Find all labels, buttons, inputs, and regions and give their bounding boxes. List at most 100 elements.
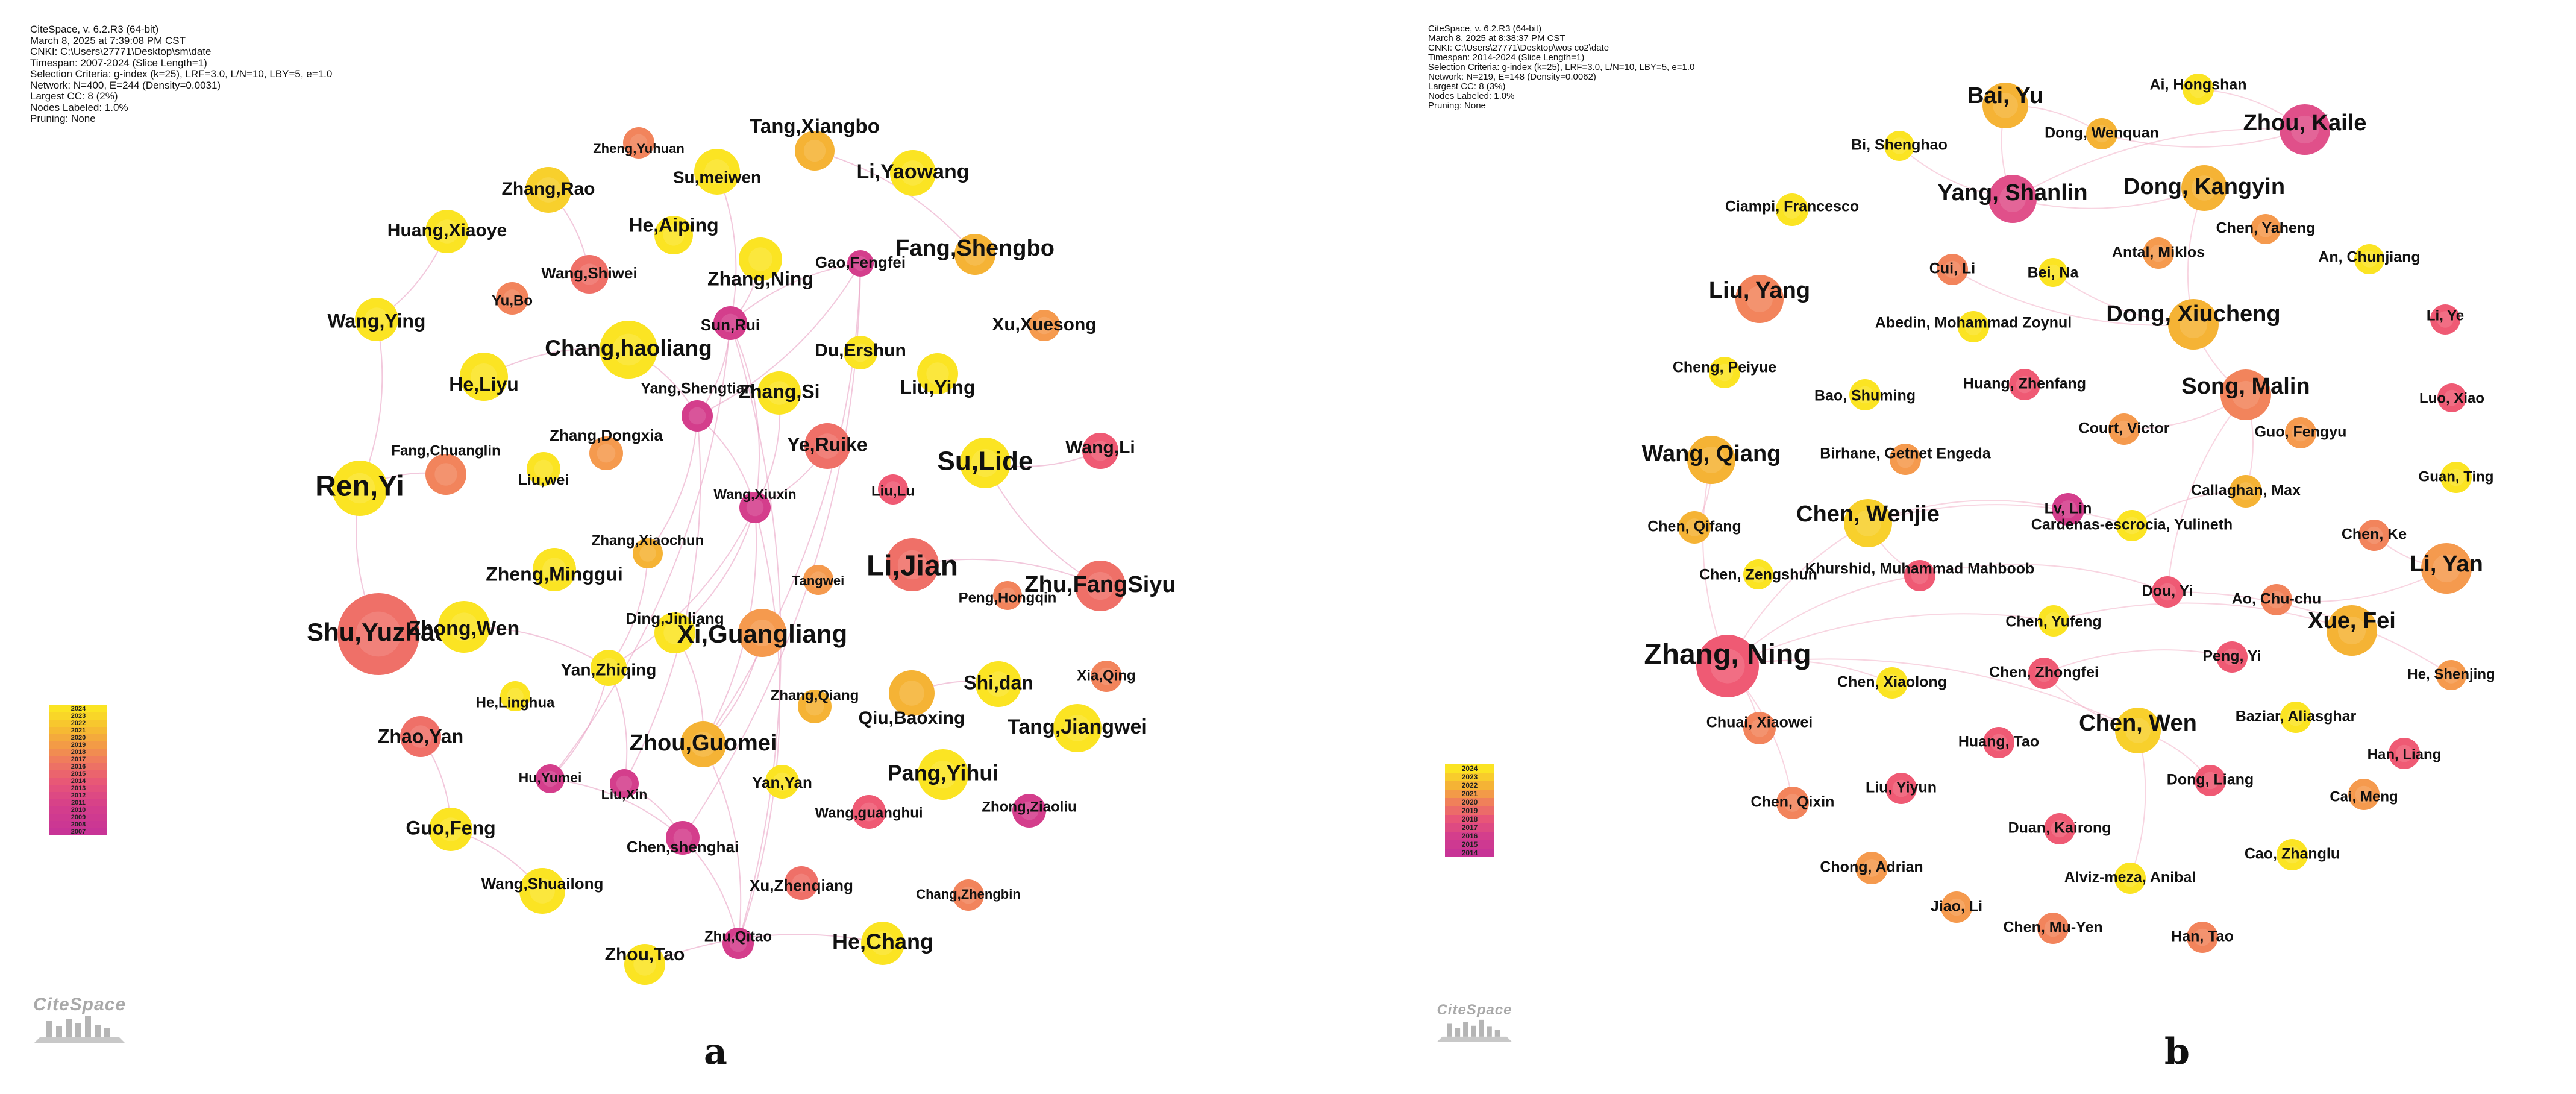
author-node[interactable]: Chen, Zengshun — [1699, 559, 1817, 589]
author-node[interactable]: Luo, Xiao — [2419, 383, 2484, 412]
author-node-circle[interactable] — [623, 127, 654, 159]
author-node-circle[interactable] — [713, 306, 747, 340]
author-node[interactable]: Shu,Yuzhao — [307, 593, 450, 675]
author-node-circle[interactable] — [2421, 543, 2472, 594]
author-node-circle[interactable] — [600, 321, 657, 379]
author-node-circle[interactable] — [722, 928, 754, 959]
author-node-circle[interactable] — [654, 216, 693, 254]
author-node-circle[interactable] — [2037, 913, 2069, 944]
author-node[interactable]: Li,Jian — [867, 538, 958, 591]
author-node[interactable]: Zhang,Qiang — [771, 687, 859, 723]
author-node[interactable]: Li, Yan — [2410, 543, 2483, 594]
author-node[interactable]: Chen, Yaheng — [2216, 214, 2316, 244]
author-node[interactable]: Yang,Shengtian — [641, 380, 754, 432]
author-node[interactable]: Chong, Adrian — [1820, 852, 1923, 884]
author-node[interactable]: Chen,shenghai — [627, 821, 739, 856]
author-node[interactable]: He,Liyu — [449, 353, 519, 401]
author-node[interactable]: Wang,Li — [1065, 433, 1135, 469]
author-node[interactable]: Peng,Hongqin — [959, 581, 1057, 610]
author-node[interactable]: Dong, Liang — [2167, 765, 2254, 796]
author-node[interactable]: Guo,Feng — [406, 808, 496, 851]
author-node[interactable]: Ding,Jinliang — [625, 609, 724, 653]
author-node[interactable]: Su,meiwen — [673, 149, 761, 195]
author-node[interactable]: Liu, Yiyun — [1866, 773, 1937, 804]
author-node[interactable]: Xu,Xuesong — [992, 310, 1097, 341]
author-node-circle[interactable] — [1743, 712, 1776, 744]
author-node[interactable]: Wang, Qiang — [1642, 436, 1781, 484]
author-node-circle[interactable] — [795, 131, 835, 171]
author-node[interactable]: Ao, Chu-chu — [2232, 584, 2322, 615]
author-node-circle[interactable] — [438, 601, 490, 653]
author-node-circle[interactable] — [953, 879, 984, 911]
author-node-circle[interactable] — [2220, 369, 2271, 420]
author-node[interactable]: Chen, Qixin — [1751, 787, 1835, 819]
author-node-circle[interactable] — [2430, 304, 2460, 335]
author-node-circle[interactable] — [1776, 193, 1808, 226]
author-node-circle[interactable] — [425, 210, 469, 253]
author-node[interactable]: Guan, Ting — [2419, 462, 2494, 493]
author-node[interactable]: Huang, Tao — [1958, 727, 2039, 758]
author-node-circle[interactable] — [332, 461, 387, 516]
author-node-circle[interactable] — [460, 353, 508, 401]
author-node-circle[interactable] — [570, 255, 609, 294]
author-node-circle[interactable] — [757, 371, 801, 415]
author-node-circle[interactable] — [886, 538, 939, 591]
author-node-circle[interactable] — [878, 474, 908, 505]
author-node[interactable]: Jiao, Li — [1931, 891, 1982, 923]
author-node-circle[interactable] — [1743, 559, 1773, 589]
author-node[interactable]: Wang,Shuailong — [481, 868, 604, 914]
author-node-circle[interactable] — [400, 716, 441, 757]
author-node[interactable]: Li,Yaowang — [856, 150, 970, 196]
author-node[interactable]: Su,Lide — [938, 438, 1033, 488]
author-node[interactable]: Chen, Xiaolong — [1837, 667, 1947, 699]
author-node[interactable]: He,Chang — [832, 922, 933, 965]
author-node-circle[interactable] — [624, 944, 665, 985]
author-node[interactable]: Song, Malin — [2181, 369, 2310, 420]
author-node-circle[interactable] — [2437, 383, 2466, 412]
author-node-circle[interactable] — [591, 650, 627, 686]
author-node-circle[interactable] — [2348, 779, 2380, 810]
author-node-circle[interactable] — [694, 149, 740, 195]
author-node-circle[interactable] — [1082, 433, 1118, 469]
author-node-circle[interactable] — [917, 353, 958, 394]
author-node[interactable]: Chen, Wen — [2079, 708, 2197, 753]
author-node[interactable]: Wang,guanghui — [815, 795, 923, 829]
author-node-circle[interactable] — [1075, 561, 1126, 611]
author-node[interactable]: Chuai, Xiaowei — [1706, 712, 1813, 744]
author-node[interactable]: Zhang,Dongxia — [550, 426, 663, 470]
author-node[interactable]: Guo, Fengyu — [2255, 417, 2347, 448]
author-node[interactable]: He, Shenjing — [2407, 660, 2495, 690]
author-node[interactable]: Cheng, Peiyue — [1673, 357, 1776, 388]
author-node-circle[interactable] — [2440, 462, 2472, 493]
author-node-circle[interactable] — [337, 593, 419, 675]
author-node-circle[interactable] — [960, 438, 1011, 488]
author-node-circle[interactable] — [2389, 738, 2420, 769]
author-node[interactable]: Duan, Kairong — [2008, 813, 2111, 844]
author-node-circle[interactable] — [739, 492, 771, 523]
author-node-circle[interactable] — [519, 868, 565, 914]
author-node-circle[interactable] — [2168, 299, 2219, 350]
author-node-circle[interactable] — [2038, 605, 2069, 637]
author-node-circle[interactable] — [2251, 214, 2281, 244]
author-node[interactable]: Wang,Xiuxin — [713, 486, 797, 523]
author-node-circle[interactable] — [2039, 258, 2067, 287]
author-node[interactable]: Ye,Ruike — [787, 423, 868, 469]
author-node-circle[interactable] — [2285, 417, 2316, 448]
author-node[interactable]: Tang,Xiangbo — [750, 115, 880, 171]
author-node-circle[interactable] — [425, 454, 466, 495]
author-node-circle[interactable] — [1735, 275, 1784, 323]
author-node-circle[interactable] — [1844, 499, 1892, 547]
author-node[interactable]: Liu,Xin — [601, 769, 648, 802]
author-node[interactable]: Zhao,Yan — [378, 716, 463, 757]
author-node-circle[interactable] — [847, 250, 874, 277]
author-node-circle[interactable] — [666, 821, 700, 855]
author-node-circle[interactable] — [2181, 165, 2227, 211]
author-node[interactable]: Du,Ershun — [815, 336, 906, 369]
author-node[interactable]: Hu,Yumei — [519, 764, 582, 793]
author-node-circle[interactable] — [2052, 493, 2084, 526]
author-node[interactable]: Antal, Miklos — [2112, 237, 2205, 269]
author-node[interactable]: Zhong,Wen — [409, 601, 519, 653]
author-node-circle[interactable] — [2009, 369, 2040, 400]
author-node-circle[interactable] — [525, 167, 571, 213]
author-node-circle[interactable] — [2280, 104, 2330, 155]
